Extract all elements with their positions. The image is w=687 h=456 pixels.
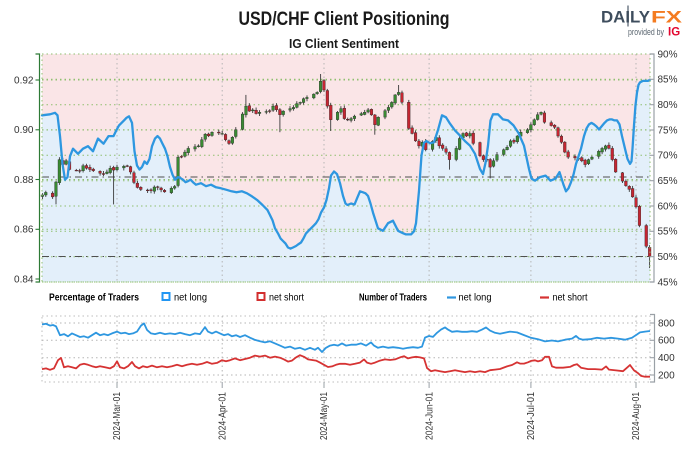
svg-text:85%: 85% (658, 75, 678, 86)
svg-text:2024-May-01: 2024-May-01 (319, 392, 330, 440)
svg-text:IG Client Sentiment: IG Client Sentiment (289, 37, 400, 51)
svg-text:60%: 60% (658, 201, 678, 212)
svg-text:70%: 70% (658, 151, 678, 162)
svg-text:75%: 75% (658, 125, 678, 136)
svg-text:2024-Aug-01: 2024-Aug-01 (631, 392, 642, 440)
svg-text:45%: 45% (658, 277, 678, 288)
svg-text:0.88: 0.88 (14, 175, 34, 186)
svg-text:600: 600 (658, 336, 675, 347)
svg-text:2024-Jun-01: 2024-Jun-01 (424, 392, 435, 440)
svg-text:net long: net long (459, 292, 492, 304)
svg-text:DAILY: DAILY (601, 8, 651, 27)
svg-text:90%: 90% (658, 49, 678, 60)
svg-text:50%: 50% (658, 252, 678, 263)
svg-text:2024-Apr-01: 2024-Apr-01 (217, 392, 228, 440)
svg-text:65%: 65% (658, 176, 678, 187)
svg-text:800: 800 (658, 318, 675, 329)
svg-text:Number of Traders: Number of Traders (359, 292, 427, 304)
svg-text:0.92: 0.92 (14, 75, 34, 86)
svg-text:net short: net short (269, 292, 304, 304)
svg-text:0.86: 0.86 (14, 225, 34, 236)
svg-text:Percentage of Traders: Percentage of Traders (49, 292, 139, 304)
svg-text:net short: net short (553, 292, 588, 304)
svg-text:provided by: provided by (628, 27, 664, 37)
svg-text:0.84: 0.84 (14, 274, 34, 285)
svg-text:80%: 80% (658, 100, 678, 111)
svg-text:55%: 55% (658, 227, 678, 238)
svg-text:200: 200 (658, 370, 675, 381)
svg-text:IG: IG (668, 27, 680, 39)
svg-text:2024-Jul-01: 2024-Jul-01 (526, 392, 537, 440)
svg-text:USD/CHF Client Positioning: USD/CHF Client Positioning (239, 9, 450, 30)
svg-text:2024-Mar-01: 2024-Mar-01 (112, 392, 123, 440)
svg-text:0.90: 0.90 (14, 125, 34, 136)
svg-text:net long: net long (174, 292, 207, 304)
svg-text:400: 400 (658, 353, 675, 364)
svg-text:FX: FX (651, 8, 683, 27)
